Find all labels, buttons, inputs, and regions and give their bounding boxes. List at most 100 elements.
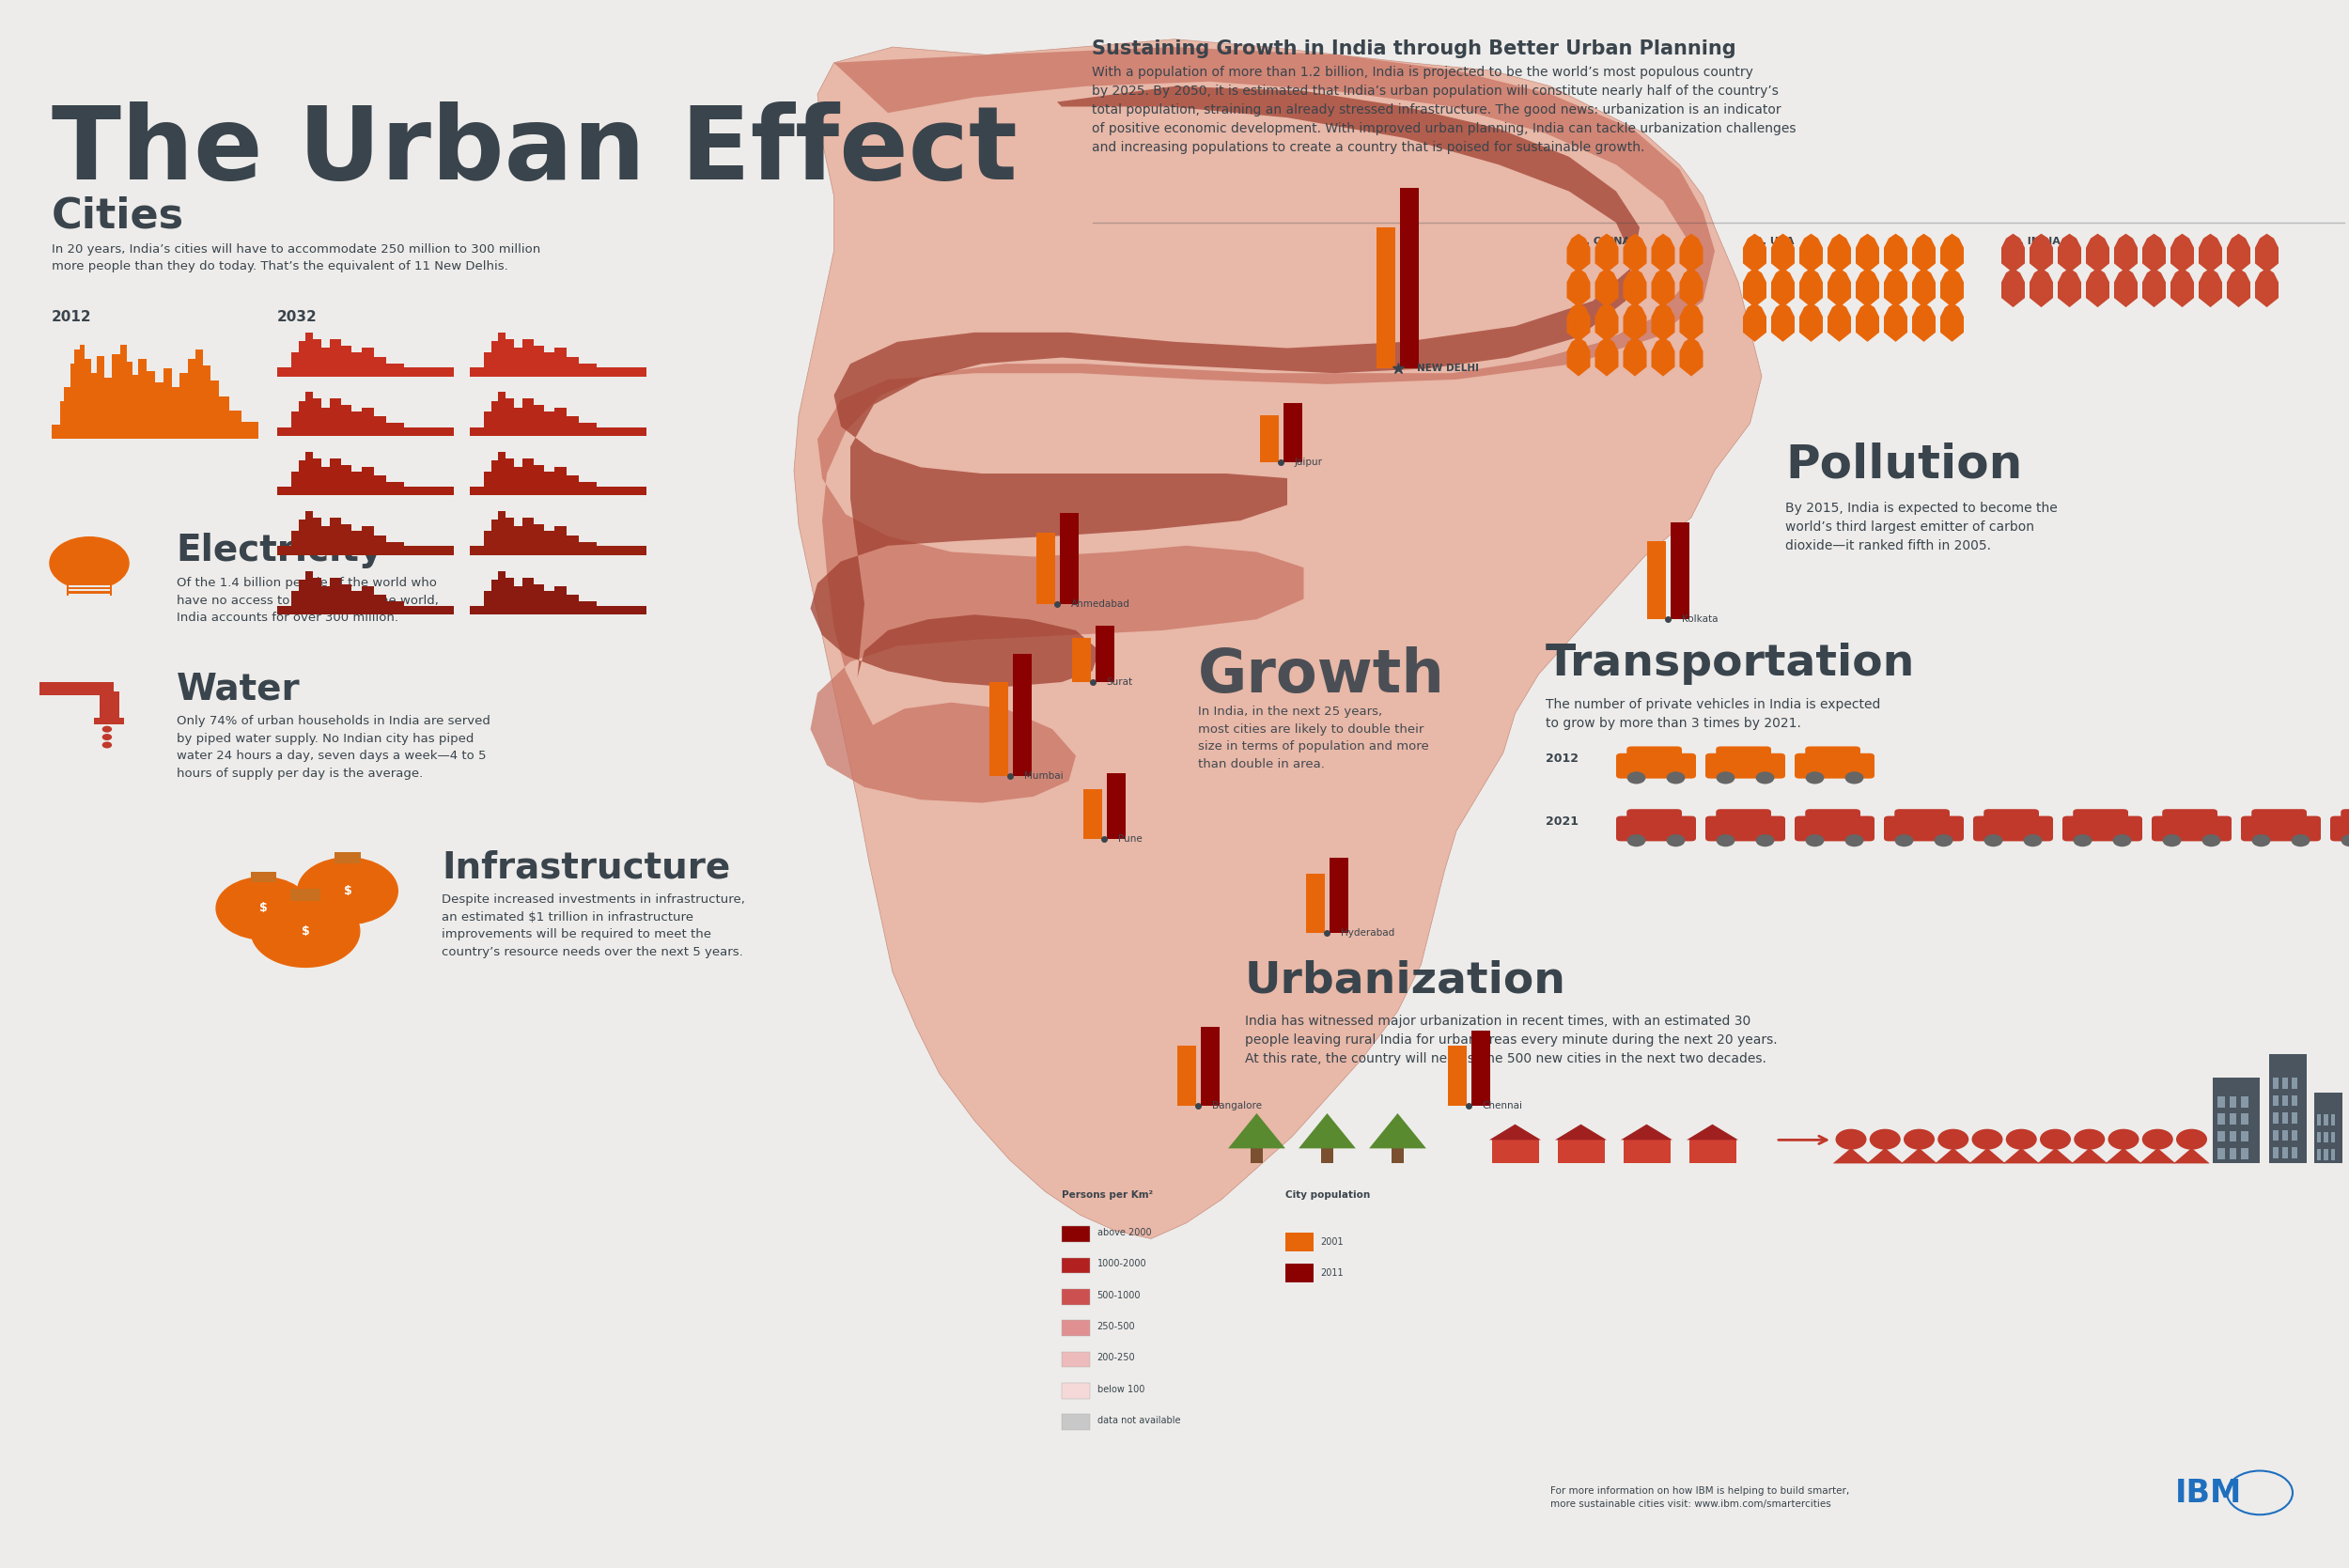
Circle shape <box>1665 771 1684 784</box>
Bar <box>1283 403 1301 463</box>
Bar <box>2316 1149 2321 1160</box>
Bar <box>1200 1027 1219 1105</box>
Text: Pune: Pune <box>1118 834 1142 844</box>
Polygon shape <box>1567 337 1590 376</box>
FancyBboxPatch shape <box>2241 815 2321 840</box>
Polygon shape <box>1680 303 1703 342</box>
Text: India has witnessed major urbanization in recent times, with an estimated 30
peo: India has witnessed major urbanization i… <box>1245 1014 1778 1065</box>
FancyBboxPatch shape <box>1626 746 1682 765</box>
Bar <box>1059 513 1078 604</box>
Polygon shape <box>1623 337 1647 376</box>
Circle shape <box>101 742 113 748</box>
Bar <box>1320 1148 1334 1163</box>
Circle shape <box>2074 1129 2105 1149</box>
Polygon shape <box>1743 268 1766 307</box>
FancyBboxPatch shape <box>2340 809 2349 828</box>
Polygon shape <box>2058 268 2081 307</box>
FancyBboxPatch shape <box>1705 815 1785 840</box>
Circle shape <box>216 877 310 939</box>
Bar <box>2229 1131 2236 1142</box>
Text: The Urban Effect: The Urban Effect <box>52 102 1017 202</box>
Circle shape <box>2201 834 2220 847</box>
Text: Growth: Growth <box>1198 646 1445 704</box>
Bar <box>2283 1129 2288 1142</box>
Bar <box>1391 1148 1405 1163</box>
Text: Kolkata: Kolkata <box>1682 615 1717 624</box>
Bar <box>1330 858 1348 933</box>
Polygon shape <box>1884 234 1907 273</box>
Text: Hyderabad: Hyderabad <box>1341 928 1395 938</box>
Bar <box>1062 1352 1090 1367</box>
Text: 3. INDIA: 3. INDIA <box>2013 237 2060 246</box>
Bar <box>2293 1113 2297 1123</box>
FancyBboxPatch shape <box>1804 809 1860 828</box>
Text: 2. USA: 2. USA <box>1755 237 1795 246</box>
Circle shape <box>1628 834 1647 847</box>
Polygon shape <box>2114 234 2138 273</box>
FancyBboxPatch shape <box>2250 809 2307 828</box>
FancyBboxPatch shape <box>2152 815 2232 840</box>
Polygon shape <box>1799 303 1823 342</box>
Polygon shape <box>1743 303 1766 342</box>
Bar <box>2269 1054 2307 1163</box>
Bar <box>2241 1131 2248 1142</box>
Text: City population: City population <box>1285 1190 1369 1200</box>
Bar <box>94 718 124 724</box>
Polygon shape <box>2037 1148 2074 1163</box>
Circle shape <box>1938 1129 1968 1149</box>
FancyBboxPatch shape <box>2062 815 2142 840</box>
Circle shape <box>49 536 129 590</box>
Circle shape <box>296 858 399 925</box>
Bar <box>291 889 319 902</box>
Circle shape <box>1755 834 1773 847</box>
Bar <box>1036 533 1055 604</box>
Text: Ahmedabad: Ahmedabad <box>1071 599 1130 608</box>
Text: 2012: 2012 <box>1546 753 1579 765</box>
Polygon shape <box>2227 268 2250 307</box>
Polygon shape <box>1595 303 1618 342</box>
Circle shape <box>1717 834 1736 847</box>
FancyArrowPatch shape <box>1778 1137 1828 1143</box>
Text: Only 74% of urban households in India are served
by piped water supply. No India: Only 74% of urban households in India ar… <box>176 715 491 779</box>
Bar <box>2283 1148 2288 1157</box>
Text: Despite increased investments in infrastructure,
an estimated $1 trillion in inf: Despite increased investments in infrast… <box>442 894 745 958</box>
Circle shape <box>101 734 113 740</box>
Polygon shape <box>1912 303 1936 342</box>
Bar <box>1062 1383 1090 1399</box>
Polygon shape <box>1567 234 1590 273</box>
Bar <box>2330 1132 2335 1143</box>
Text: Pollution: Pollution <box>1785 442 2022 488</box>
Polygon shape <box>1595 268 1618 307</box>
Text: 500-1000: 500-1000 <box>1097 1290 1142 1300</box>
Bar <box>1306 873 1325 933</box>
Circle shape <box>1806 771 1825 784</box>
Polygon shape <box>470 511 646 555</box>
Text: 2032: 2032 <box>277 310 317 325</box>
Circle shape <box>1971 1129 2004 1149</box>
Bar <box>251 872 275 883</box>
Polygon shape <box>2170 234 2194 273</box>
Polygon shape <box>2255 234 2279 273</box>
Polygon shape <box>1968 1148 2006 1163</box>
Polygon shape <box>1567 303 1590 342</box>
Text: With a population of more than 1.2 billion, India is projected to be the world’s: With a population of more than 1.2 billi… <box>1092 66 1797 154</box>
Polygon shape <box>2140 1148 2175 1163</box>
Bar <box>2241 1148 2248 1159</box>
Text: 1. CHINA: 1. CHINA <box>1579 237 1630 246</box>
Polygon shape <box>2004 1148 2039 1163</box>
Polygon shape <box>2114 268 2138 307</box>
FancyBboxPatch shape <box>1626 809 1682 828</box>
Circle shape <box>2074 834 2093 847</box>
Bar <box>2274 1094 2279 1107</box>
Bar <box>1557 1140 1604 1163</box>
Bar <box>2229 1096 2236 1107</box>
Text: $: $ <box>343 884 352 897</box>
Text: Cities: Cities <box>52 196 183 237</box>
Circle shape <box>1844 834 1863 847</box>
Bar <box>2293 1094 2297 1107</box>
Polygon shape <box>1743 234 1766 273</box>
Polygon shape <box>794 39 1762 1239</box>
FancyBboxPatch shape <box>1715 809 1771 828</box>
FancyBboxPatch shape <box>1893 809 1950 828</box>
Circle shape <box>1755 771 1773 784</box>
